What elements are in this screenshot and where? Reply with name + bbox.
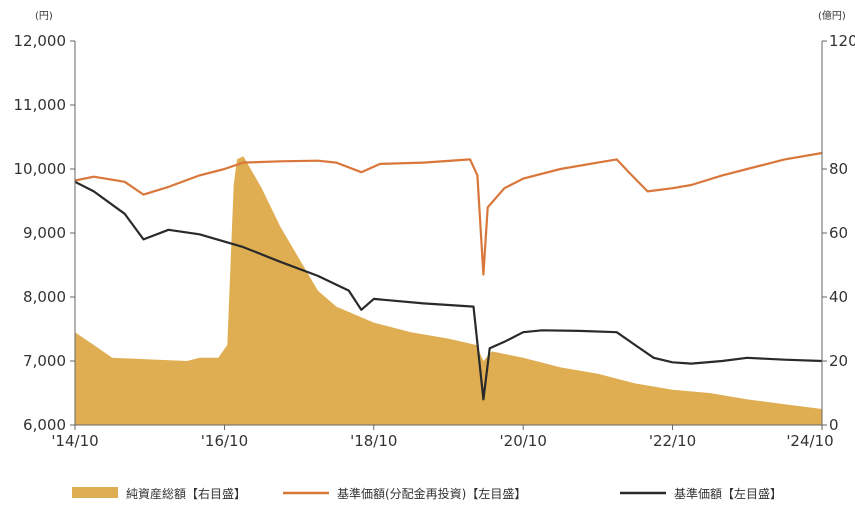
x-tick-label: '24/10 [786,432,833,450]
left-tick-label: 9,000 [23,224,66,242]
left-tick-label: 8,000 [23,288,66,306]
series-line-reinvested-nav [74,151,823,276]
left-tick-label: 7,000 [23,352,66,370]
x-tick-label: '14/10 [51,432,98,450]
legend-label: 純資産総額【右目盛】 [126,486,246,501]
right-tick-label: 80 [829,160,848,178]
legend: 純資産総額【右目盛】 基準価額(分配金再投資)【左目盛】 基準価額【左目盛】 [72,486,782,501]
legend-label: 基準価額(分配金再投資)【左目盛】 [337,486,526,501]
left-tick-label: 10,000 [14,160,67,178]
x-tick-label: '16/10 [201,432,248,450]
series-line-nav [74,180,823,401]
x-tick-label: '20/10 [500,432,547,450]
right-tick-label: 60 [829,224,848,242]
left-tick-label: 6,000 [23,416,66,434]
axes: (円) (億円) 6,000 7,000 8,000 9,000 10,000 11,00… [14,9,855,450]
series-area-net-assets [75,156,822,425]
right-axis-unit: (億円) [818,9,846,22]
left-tick-label: 12,000 [14,32,67,50]
x-tick-label: '18/10 [350,432,397,450]
right-tick-label: 20 [829,352,848,370]
legend-label: 基準価額【左目盛】 [674,486,782,501]
plot-area [74,151,823,425]
left-tick-label: 11,000 [14,96,67,114]
legend-swatch-area [72,487,118,498]
right-tick-label: 120 [829,32,855,50]
x-tick-label: '22/10 [649,432,696,450]
right-tick-label: 0 [829,416,839,434]
left-axis-unit: (円) [35,11,53,22]
right-tick-label: 40 [829,288,848,306]
